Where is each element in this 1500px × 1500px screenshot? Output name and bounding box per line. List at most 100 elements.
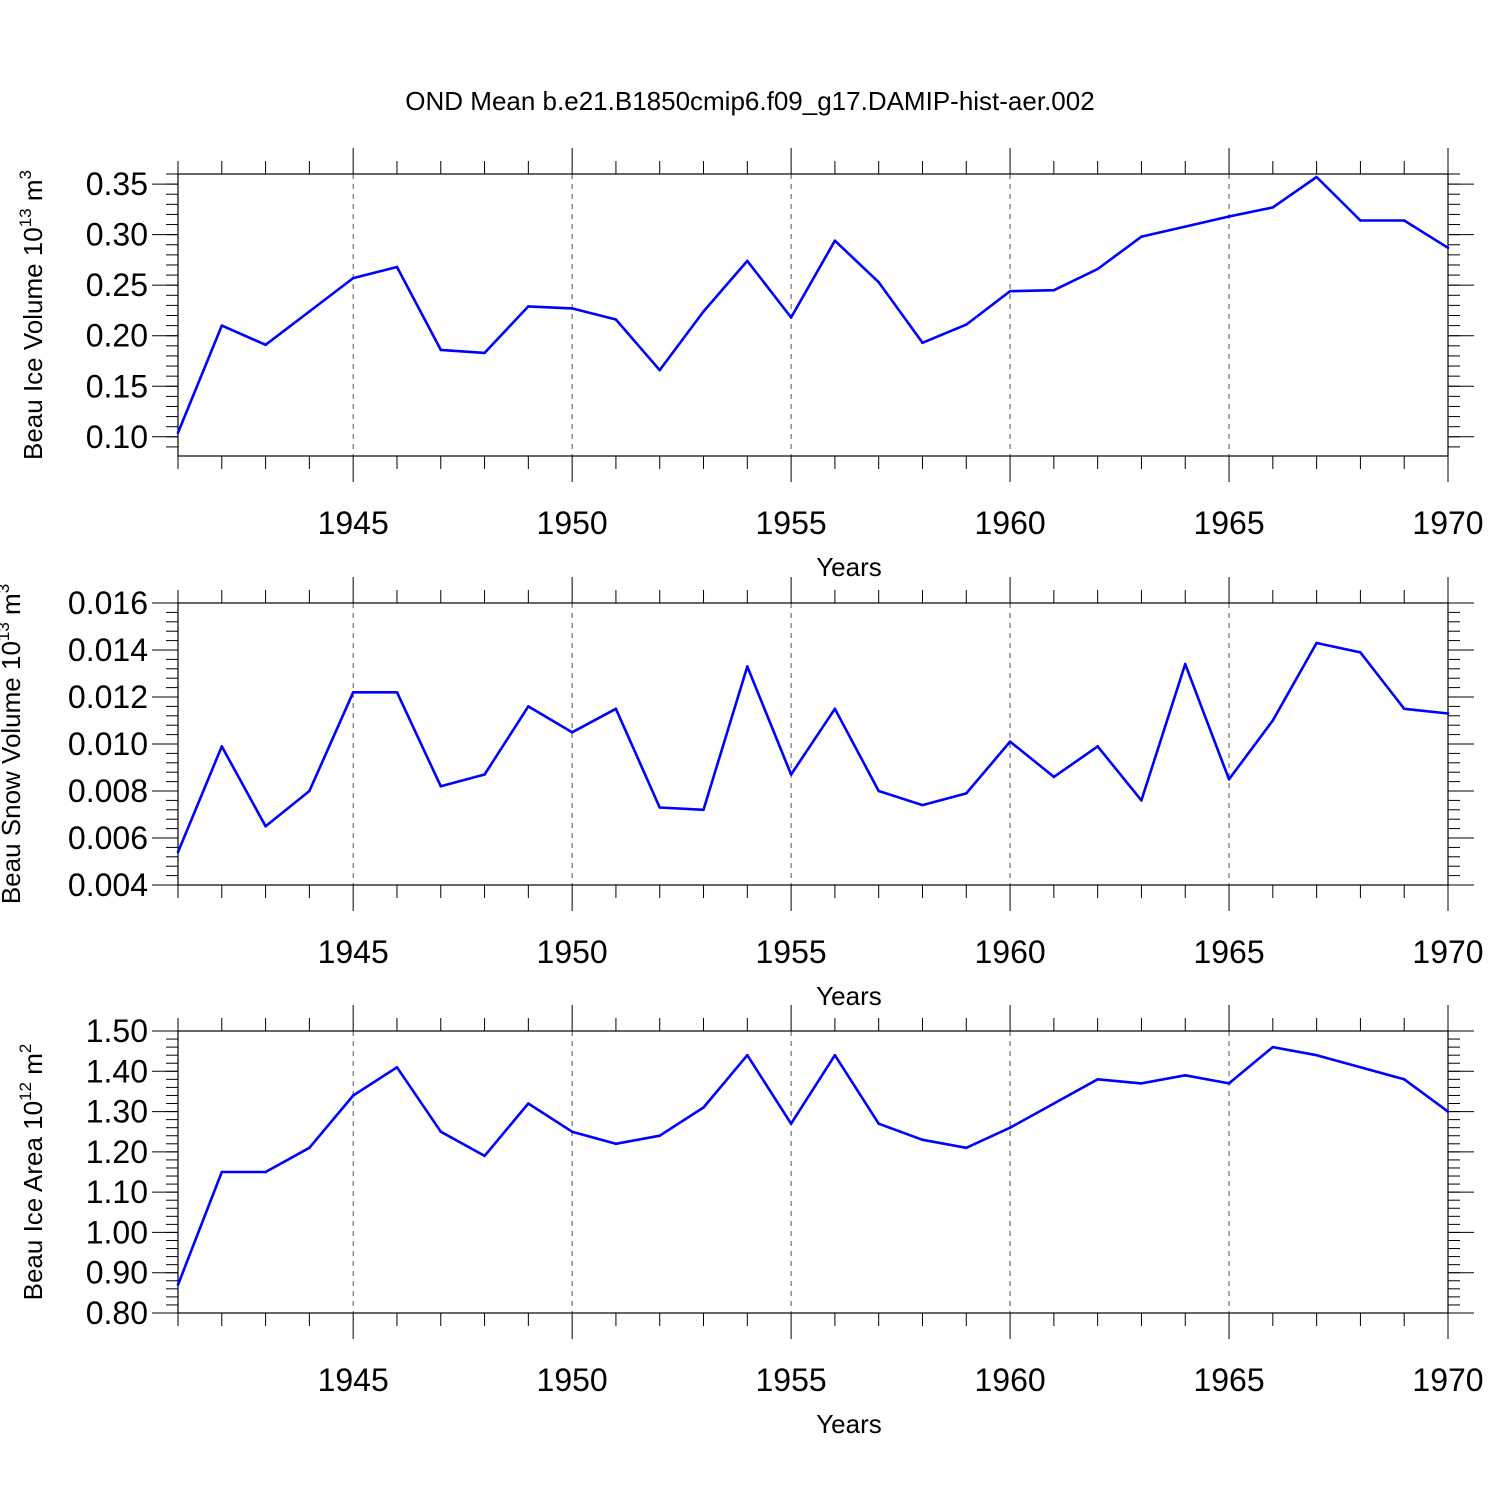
plot-frame — [177, 173, 1449, 457]
data-point — [1096, 745, 1099, 748]
data-point — [308, 789, 311, 793]
x-tick-label: 1955 — [756, 505, 827, 541]
data-point — [702, 1106, 705, 1109]
data-point — [351, 276, 355, 280]
data-point — [1183, 1074, 1187, 1077]
data-point — [1183, 225, 1187, 228]
data-point — [1359, 651, 1362, 654]
data-point — [746, 665, 749, 668]
data-point — [1402, 219, 1406, 222]
data-point — [658, 1134, 662, 1138]
ice-area-panel: 0.80 0.90 1.00 1.10 1.20 1.30 1.40 1.50 1945 1950… — [16, 1005, 1484, 1439]
y-tick-label: 0.35 — [86, 166, 148, 202]
data-point — [833, 239, 837, 243]
series-line — [176, 1045, 1449, 1286]
y-tick-label: 0.10 — [86, 419, 148, 455]
data-point — [264, 343, 267, 347]
data-point — [614, 707, 618, 711]
data-point — [921, 1138, 924, 1142]
data-point — [264, 1170, 267, 1174]
data-point — [483, 773, 486, 776]
data-point — [1052, 288, 1056, 292]
x-tick-label: 1945 — [318, 505, 389, 541]
data-point — [921, 341, 924, 345]
data-point — [1096, 1078, 1099, 1081]
y-axis-label: Beau Ice Volume 1013 m3 — [16, 170, 48, 460]
data-point — [877, 280, 880, 284]
y-tick-label: 0.016 — [68, 585, 148, 621]
data-point — [658, 806, 662, 809]
data-point — [877, 1122, 880, 1125]
ice-volume-panel: 0.10 0.15 0.20 0.25 0.30 0.35 1945 1950 1955 1960… — [16, 148, 1484, 582]
data-point — [1271, 206, 1275, 209]
y-tick-label: 0.008 — [68, 773, 148, 809]
data-point — [833, 707, 837, 711]
data-point — [1140, 235, 1143, 238]
data-point — [1446, 1110, 1450, 1113]
data-point — [921, 803, 924, 807]
x-tick-label: 1960 — [974, 1362, 1045, 1398]
data-point — [1315, 175, 1318, 179]
data-point — [877, 789, 880, 793]
data-point — [746, 259, 749, 263]
data-point — [614, 1142, 618, 1146]
data-point — [176, 850, 180, 854]
x-tick-label: 1960 — [974, 934, 1045, 970]
x-tick-label: 1970 — [1412, 505, 1483, 541]
y-axis-label: Beau Snow Volume 1013 m3 — [0, 584, 26, 904]
data-point — [1008, 1126, 1012, 1129]
data-point — [702, 808, 705, 812]
y-tick-label: 0.006 — [68, 820, 148, 856]
y-tick-label: 0.90 — [86, 1255, 148, 1291]
data-point — [1227, 1082, 1231, 1085]
data-point — [570, 1130, 574, 1134]
x-tick-label: 1945 — [318, 934, 389, 970]
x-tick-label: 1970 — [1412, 1362, 1483, 1398]
data-point — [614, 318, 618, 321]
data-point — [1140, 1082, 1143, 1085]
data-point — [833, 1053, 837, 1057]
data-point — [746, 1053, 749, 1057]
data-point — [789, 773, 793, 776]
data-point — [1402, 707, 1406, 711]
data-point — [964, 323, 968, 326]
y-tick-label: 0.014 — [68, 632, 148, 668]
y-axis-label: Beau Ice Area 1012 m2 — [16, 1044, 48, 1301]
data-point — [308, 310, 311, 313]
data-point — [1271, 1045, 1275, 1049]
x-tick-label: 1965 — [1193, 1362, 1264, 1398]
x-tick-label: 1955 — [756, 934, 827, 970]
data-point — [176, 1283, 180, 1287]
data-point — [527, 305, 530, 308]
x-tick-label: 1970 — [1412, 934, 1483, 970]
data-point — [264, 824, 267, 828]
series-line — [176, 641, 1449, 853]
x-tick-label: 1950 — [537, 934, 608, 970]
data-point — [1008, 740, 1012, 743]
y-tick-label: 0.004 — [68, 867, 148, 903]
data-point — [351, 691, 355, 694]
data-point — [789, 1122, 793, 1125]
x-tick-label: 1960 — [974, 505, 1045, 541]
data-point — [220, 324, 224, 327]
y-tick-label: 0.25 — [86, 267, 148, 303]
data-point — [395, 265, 399, 269]
y-tick-label: 1.10 — [86, 1174, 148, 1210]
plot-frame — [177, 1030, 1449, 1314]
y-tick-label: 1.50 — [86, 1013, 148, 1049]
data-point — [483, 351, 486, 355]
data-point — [308, 1146, 311, 1150]
data-point — [1446, 712, 1450, 715]
data-point — [439, 348, 443, 352]
data-point — [1315, 1053, 1318, 1057]
data-point — [1227, 777, 1231, 781]
data-point — [1052, 1102, 1056, 1105]
data-point — [1315, 641, 1318, 645]
data-point — [395, 1065, 399, 1069]
data-point — [1446, 246, 1450, 250]
y-tick-label: 1.00 — [86, 1214, 148, 1250]
data-point — [176, 431, 180, 435]
y-tick-label: 0.012 — [68, 679, 148, 715]
data-point — [1359, 1065, 1362, 1069]
data-point — [658, 368, 662, 372]
